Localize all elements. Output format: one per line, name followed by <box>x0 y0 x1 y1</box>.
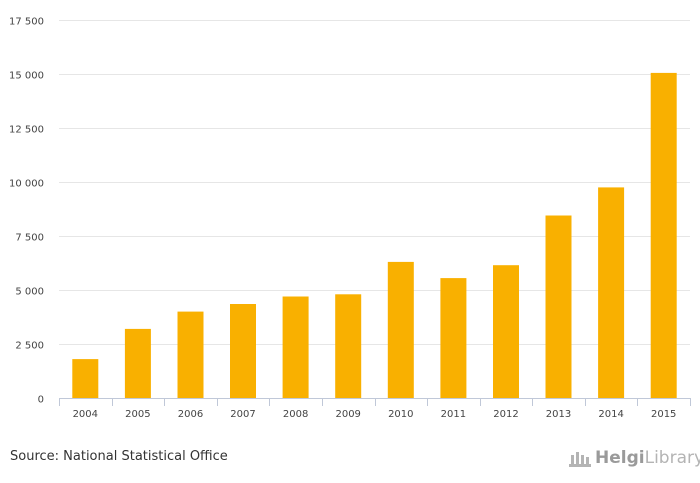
y-tick-label: 12 500 <box>9 125 44 136</box>
y-axis-tick-labels: 0 2 500 5 000 7 500 10 000 12 500 15 000 17 500 <box>9 17 44 406</box>
x-axis <box>59 398 691 406</box>
bar-2014 <box>598 187 625 398</box>
x-axis-tick-labels: 2004 2005 2006 2007 2008 2009 2010 2011 2012 2013… <box>73 409 677 420</box>
y-tick-label: 7 500 <box>15 233 44 244</box>
x-tick-label-2014: 2014 <box>598 409 623 420</box>
y-tick-label: 17 500 <box>9 17 44 28</box>
x-tick-label-2005: 2005 <box>125 409 150 420</box>
x-tick-label-2009: 2009 <box>335 409 360 420</box>
y-tick-label: 15 000 <box>9 71 44 82</box>
bar-2004 <box>72 359 99 398</box>
bar-2013 <box>545 215 572 398</box>
logo-text-bold: Helgi <box>595 448 645 468</box>
y-tick-label: 0 <box>38 395 44 406</box>
y-tick-label: 2 500 <box>15 341 44 352</box>
x-tick-label-2013: 2013 <box>546 409 571 420</box>
gridlines <box>59 20 690 345</box>
x-tick-label-2004: 2004 <box>73 409 98 420</box>
bar-2010 <box>387 261 414 398</box>
x-tick-label-2008: 2008 <box>283 409 308 420</box>
x-tick-label-2006: 2006 <box>178 409 203 420</box>
x-tick-label-2015: 2015 <box>651 409 676 420</box>
source-note: Source: National Statistical Office <box>10 449 228 464</box>
x-tick-label-2012: 2012 <box>493 409 518 420</box>
library-building-icon <box>569 452 591 467</box>
bar-2009 <box>335 294 362 398</box>
logo-text-light: Library. <box>644 448 700 468</box>
x-tick-label-2007: 2007 <box>230 409 255 420</box>
bar-2012 <box>493 265 519 398</box>
bar-2015 <box>650 72 677 399</box>
y-tick-label: 5 000 <box>15 287 44 298</box>
x-tick-label-2011: 2011 <box>441 409 466 420</box>
bar-2011 <box>440 278 467 398</box>
bar-2007 <box>230 304 256 398</box>
bar-chart: 0 2 500 5 000 7 500 10 000 12 500 15 000 17 500… <box>9 17 691 420</box>
bar-2006 <box>177 311 204 398</box>
bars <box>72 72 677 399</box>
bar-2008 <box>282 296 309 398</box>
x-tick-label-2010: 2010 <box>388 409 413 420</box>
y-tick-label: 10 000 <box>9 179 44 190</box>
bar-2005 <box>124 328 151 398</box>
